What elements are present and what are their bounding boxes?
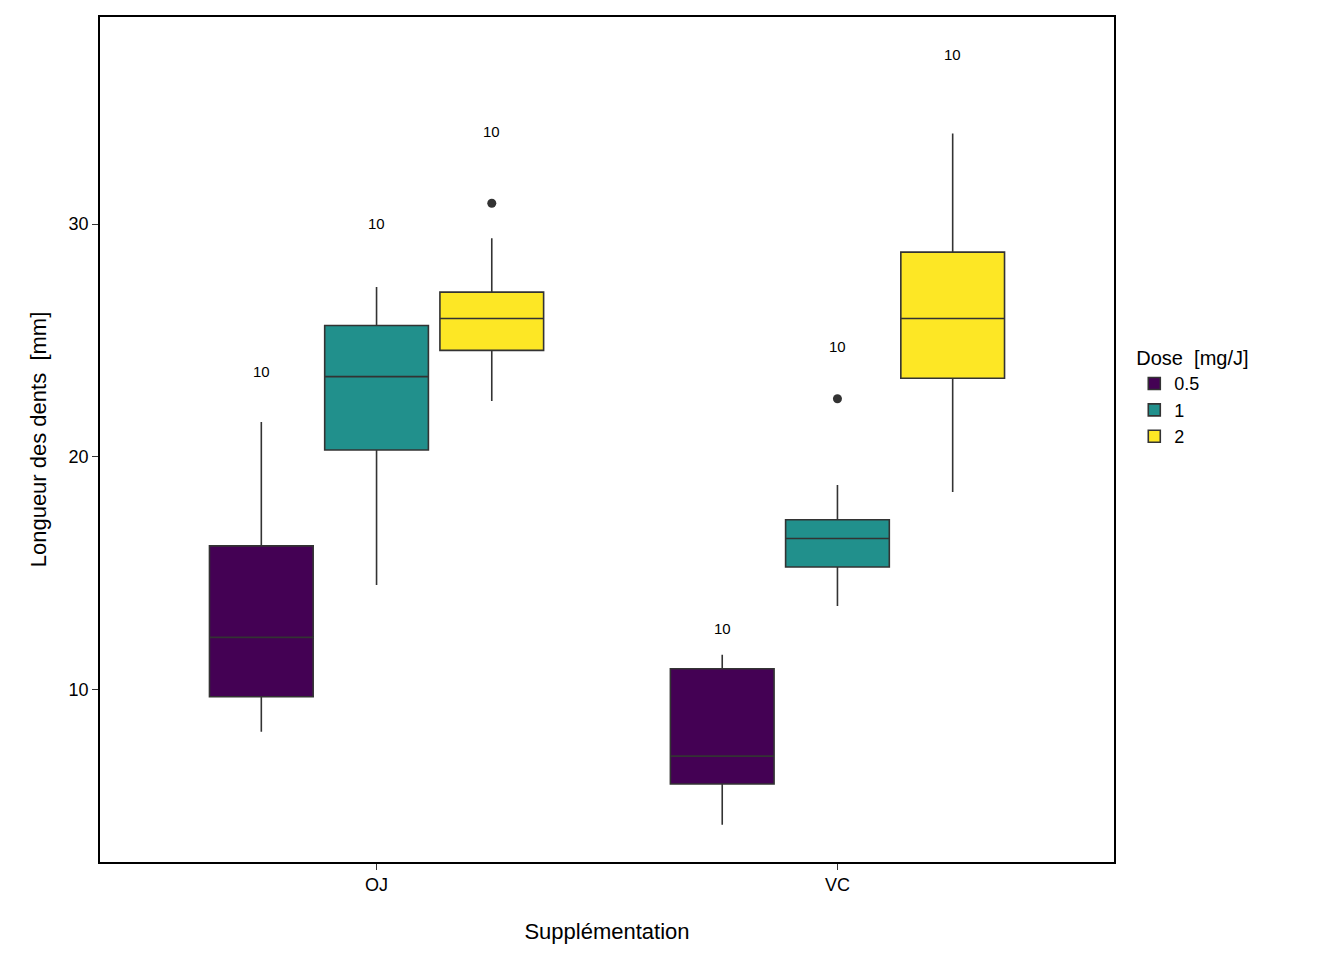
svg-text:Dose [mg/J]: Dose [mg/J] (1136, 347, 1248, 369)
svg-text:OJ: OJ (365, 875, 388, 895)
svg-text:Longueur des dents [mm]: Longueur des dents [mm] (26, 312, 51, 568)
svg-text:VC: VC (825, 875, 850, 895)
svg-text:10: 10 (483, 123, 500, 140)
svg-text:10: 10 (69, 680, 89, 700)
svg-text:10: 10 (714, 620, 731, 637)
svg-text:10: 10 (253, 363, 270, 380)
svg-text:2: 2 (1174, 427, 1184, 447)
svg-text:Supplémentation: Supplémentation (524, 919, 689, 944)
svg-text:30: 30 (69, 214, 89, 234)
svg-text:20: 20 (69, 447, 89, 467)
svg-text:0.5: 0.5 (1174, 374, 1199, 394)
svg-text:10: 10 (368, 215, 385, 232)
svg-text:1: 1 (1174, 401, 1184, 421)
svg-text:10: 10 (829, 338, 846, 355)
svg-text:10: 10 (944, 46, 961, 63)
